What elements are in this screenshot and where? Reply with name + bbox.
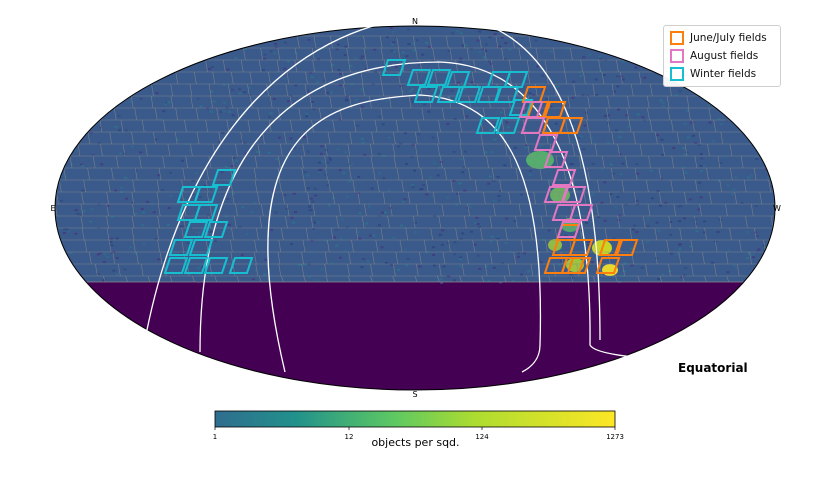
field-outline — [568, 239, 594, 256]
field-outline — [533, 134, 559, 151]
field-outline — [561, 186, 587, 203]
legend-label: June/July fields — [690, 32, 767, 44]
colorbar-tick: 12 — [345, 433, 354, 441]
colorbar-tick: 1 — [213, 433, 217, 441]
observing-fields — [163, 59, 639, 274]
colorbar-label: objects per sqd. — [371, 436, 460, 449]
legend-label: Winter fields — [690, 68, 757, 80]
legend-label: August fields — [690, 50, 759, 62]
west-label: W — [773, 204, 781, 213]
field-outline — [520, 117, 546, 134]
density-texture — [57, 26, 775, 284]
field-outline — [193, 186, 219, 203]
winter-swatch — [670, 67, 684, 81]
field-outline — [228, 257, 254, 274]
legend-item: Winter fields — [670, 65, 774, 83]
field-outline — [163, 257, 189, 274]
legend-item: June/July fields — [670, 29, 774, 47]
field-outline — [541, 117, 567, 134]
field-outline — [436, 86, 462, 103]
colorbar-tick: 1273 — [606, 433, 624, 441]
colorbar-gradient — [214, 410, 616, 428]
field-outline — [456, 86, 482, 103]
field-outline — [381, 59, 407, 76]
field-outline — [183, 257, 209, 274]
field-outline — [203, 221, 229, 238]
north-label: N — [412, 17, 418, 26]
field-outline — [566, 257, 592, 274]
field-outline — [406, 69, 432, 86]
field-outline — [211, 169, 237, 186]
sky-map-outline — [54, 25, 776, 391]
june-july-swatch — [670, 31, 684, 45]
field-outline — [556, 221, 582, 238]
field-outline — [193, 204, 219, 221]
field-outline — [595, 257, 621, 274]
field-outline — [475, 117, 501, 134]
field-outline — [188, 239, 214, 256]
field-outline — [551, 169, 577, 186]
south-label: S — [412, 390, 417, 399]
field-outline — [183, 221, 209, 238]
field-outline — [494, 86, 520, 103]
field-outline — [568, 204, 594, 221]
legend: June/July fields August fields Winter fi… — [663, 25, 781, 87]
compass-labels: N S E W — [50, 17, 781, 399]
field-outline — [613, 239, 639, 256]
field-outline — [543, 151, 569, 168]
colorbar: 1 12 124 1273 — [213, 410, 624, 441]
field-outline — [203, 257, 229, 274]
field-outline — [168, 239, 194, 256]
field-outline — [413, 86, 439, 103]
legend-item: August fields — [670, 47, 774, 65]
projection-label: Equatorial — [678, 361, 748, 375]
field-outline — [426, 69, 452, 86]
august-swatch — [670, 49, 684, 63]
colorbar-tick: 124 — [475, 433, 489, 441]
east-label: E — [50, 204, 55, 213]
